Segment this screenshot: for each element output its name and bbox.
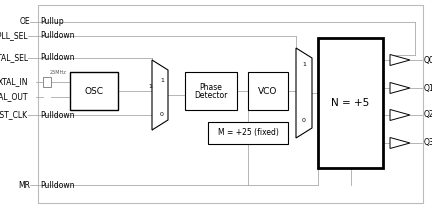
Text: Q1: Q1 [424, 84, 432, 93]
Text: N = +5: N = +5 [331, 98, 370, 108]
Text: 1: 1 [148, 84, 152, 88]
Text: nPLL_SEL: nPLL_SEL [0, 32, 28, 41]
Text: Q0: Q0 [424, 56, 432, 65]
Bar [208, 122, 288, 144]
Text: Q3: Q3 [424, 139, 432, 148]
Text: Pulldown: Pulldown [40, 181, 74, 190]
Text: Q2: Q2 [424, 111, 432, 120]
Bar [248, 72, 288, 110]
Polygon shape [152, 60, 168, 130]
Text: nXTAL_SEL: nXTAL_SEL [0, 54, 28, 62]
Bar [185, 72, 237, 110]
Bar [43, 77, 51, 87]
Bar [38, 5, 423, 203]
Text: XTAL_OUT: XTAL_OUT [0, 93, 28, 102]
Text: OE: OE [19, 18, 30, 27]
Bar [318, 38, 383, 168]
Text: Phase: Phase [200, 83, 222, 92]
Text: VCO: VCO [258, 87, 278, 96]
Polygon shape [390, 55, 410, 65]
Text: Pulldown: Pulldown [40, 54, 74, 62]
Polygon shape [390, 83, 410, 93]
Text: 0: 0 [160, 112, 164, 117]
Text: M = +25 (fixed): M = +25 (fixed) [218, 129, 279, 138]
Text: MR: MR [18, 181, 30, 190]
Text: Detector: Detector [194, 92, 228, 101]
Text: 25MHz: 25MHz [50, 70, 67, 74]
Text: 0: 0 [302, 117, 306, 122]
Text: OSC: OSC [85, 87, 104, 96]
Text: Pulldown: Pulldown [40, 111, 74, 120]
Text: 1: 1 [302, 62, 306, 68]
Polygon shape [390, 110, 410, 121]
Text: Pulldown: Pulldown [40, 32, 74, 41]
Text: Pullup: Pullup [40, 18, 64, 27]
Polygon shape [296, 48, 312, 138]
Bar [70, 72, 118, 110]
Text: TEST_CLK: TEST_CLK [0, 111, 28, 120]
Text: 1: 1 [160, 78, 164, 83]
Text: XTAL_IN: XTAL_IN [0, 78, 28, 87]
Polygon shape [390, 138, 410, 149]
